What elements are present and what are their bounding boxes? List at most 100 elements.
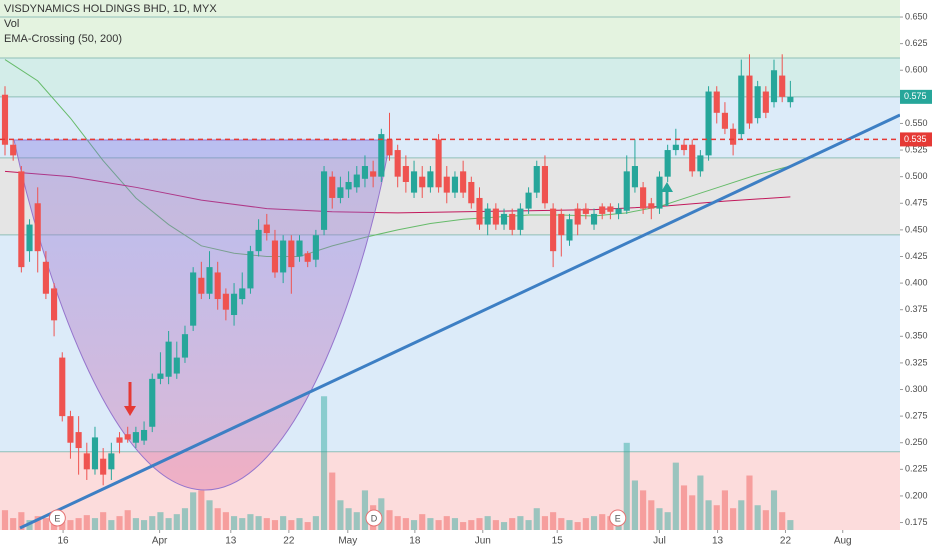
y-tick-label: 0.600 — [905, 65, 928, 75]
candle-body — [705, 91, 712, 156]
event-label: D — [371, 513, 378, 523]
candle-body — [386, 139, 393, 156]
candle-body — [132, 432, 139, 443]
candle-body — [296, 240, 303, 257]
candle-body — [721, 112, 728, 129]
candle-body — [607, 206, 614, 212]
y-tick-label: 0.375 — [905, 304, 928, 314]
price-zone — [0, 0, 900, 18]
candle-body — [697, 155, 704, 172]
volume-bar — [124, 510, 131, 530]
y-tick-label: 0.425 — [905, 251, 928, 261]
candle-body — [149, 378, 156, 427]
y-tick-label: 0.225 — [905, 464, 928, 474]
candle-body — [443, 176, 450, 193]
volume-bar — [42, 518, 49, 530]
candle-body — [484, 208, 491, 225]
volume-bar — [500, 522, 508, 530]
candle-body — [304, 253, 311, 262]
candle-body — [206, 267, 213, 294]
volume-bar — [230, 516, 238, 530]
volume-bar — [713, 505, 720, 530]
volume-bar — [116, 516, 123, 530]
volume-bar — [402, 518, 409, 530]
volume-bar — [460, 522, 467, 530]
volume-bar — [206, 500, 213, 530]
volume-bar — [271, 520, 279, 530]
candle-body — [648, 203, 655, 209]
candle-body — [100, 458, 107, 475]
y-tick-label: 0.450 — [905, 224, 928, 234]
volume-bar — [149, 516, 156, 530]
candle-body — [656, 176, 663, 209]
volume-bar — [263, 518, 270, 530]
candle-body — [230, 293, 238, 316]
candle-body — [738, 75, 745, 135]
candle-body — [75, 432, 82, 449]
candle-body — [337, 187, 344, 198]
volume-bar — [427, 518, 434, 530]
candle-body — [1, 94, 9, 145]
candle-body — [18, 171, 25, 268]
candle-body — [550, 208, 557, 252]
x-tick-label: Jul — [653, 536, 666, 547]
volume-bar — [67, 520, 74, 530]
level-box — [900, 132, 932, 147]
candle-body — [361, 166, 369, 179]
candle-body — [320, 171, 328, 230]
candle-body — [222, 293, 229, 310]
candle-body — [198, 277, 205, 294]
y-tick-label: 0.300 — [905, 384, 928, 394]
candle-body — [419, 176, 426, 188]
volume-bar — [574, 522, 581, 530]
cup-shape — [13, 139, 391, 491]
level-label: 0.535 — [904, 134, 927, 144]
price-zone — [0, 17, 900, 59]
candle-body — [67, 416, 74, 443]
volume-bar — [623, 442, 630, 530]
candle-body — [451, 176, 459, 193]
volume-bar — [320, 396, 328, 530]
volume-bar — [517, 516, 524, 530]
candle-body — [288, 240, 295, 268]
volume-bar — [697, 475, 704, 530]
candle-body — [558, 213, 565, 236]
volume-bar — [525, 520, 532, 530]
volume-bar — [1, 510, 9, 530]
volume-bar — [100, 512, 107, 530]
volume-bar — [541, 516, 549, 530]
volume-bar — [394, 516, 401, 530]
candle-body — [59, 357, 66, 417]
x-tick-label: 15 — [552, 536, 564, 547]
candle-body — [615, 208, 622, 214]
volume-bar — [443, 516, 450, 530]
candle-body — [517, 208, 524, 230]
candle-body — [427, 171, 434, 188]
candle-body — [239, 288, 246, 300]
candle-body — [713, 91, 720, 113]
candle-body — [345, 181, 352, 190]
candle-body — [378, 134, 385, 177]
volume-bar — [705, 500, 712, 530]
volume-bar — [91, 518, 99, 530]
candle-body — [640, 187, 647, 209]
volume-bar — [34, 516, 41, 530]
volume-bar — [296, 518, 303, 530]
volume-bar — [721, 490, 728, 530]
candle-body — [599, 206, 606, 214]
volume-bar — [329, 472, 336, 530]
candle-body — [770, 70, 778, 103]
time-axis — [0, 530, 932, 550]
x-tick-label: 16 — [58, 536, 70, 547]
y-tick-label: 0.550 — [905, 118, 928, 128]
candle-body — [141, 429, 148, 441]
volume-bar — [664, 512, 671, 530]
volume-bar — [304, 522, 311, 530]
volume-bar — [435, 520, 442, 530]
volume-bar — [157, 512, 164, 530]
trend-line — [19, 113, 901, 530]
candle-body — [312, 235, 319, 260]
indicator-label: EMA-Crossing (50, 200) — [4, 33, 122, 45]
volume-bar — [672, 462, 679, 530]
